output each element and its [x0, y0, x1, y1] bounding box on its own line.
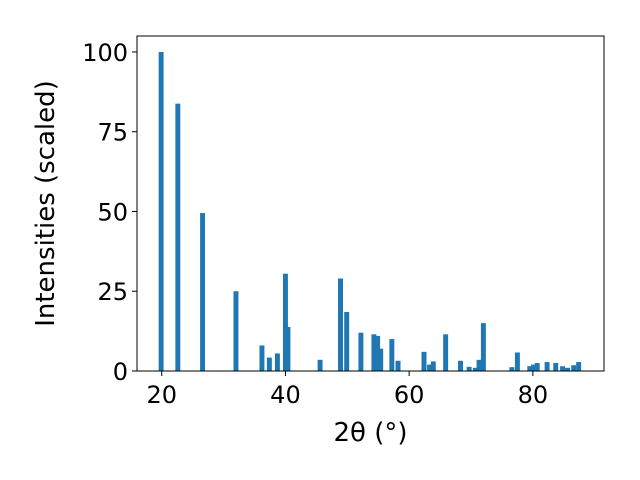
y-tick-label: 75 — [97, 119, 128, 147]
bar — [458, 360, 463, 371]
bar — [430, 361, 436, 371]
x-tick-label: 80 — [518, 381, 549, 409]
bar — [274, 353, 280, 371]
bar — [531, 364, 536, 371]
bar — [358, 332, 364, 371]
bar — [560, 366, 566, 371]
bar — [544, 362, 550, 371]
x-axis-label: 2θ (°) — [333, 418, 407, 448]
bar — [480, 323, 486, 371]
bar — [476, 359, 482, 371]
bar — [443, 334, 449, 371]
bar — [175, 103, 181, 371]
bar — [266, 357, 272, 371]
ticks-group: 20 40 60 80 0 25 50 75 100 — [82, 39, 548, 409]
y-tick-label: 0 — [113, 358, 128, 386]
bar — [371, 334, 377, 371]
bar — [285, 326, 291, 371]
bar — [259, 345, 265, 371]
y-tick-label: 50 — [97, 198, 128, 226]
bars-group — [158, 51, 582, 371]
bar — [317, 359, 323, 371]
y-axis-label: Intensities (scaled) — [31, 80, 61, 327]
bar — [534, 363, 540, 371]
bar — [375, 335, 381, 371]
bar — [527, 366, 533, 371]
x-tick-label: 60 — [394, 381, 425, 409]
plot-frame — [136, 35, 605, 372]
bar — [378, 348, 384, 371]
bar — [344, 311, 350, 371]
bar — [158, 51, 164, 371]
bar — [553, 363, 559, 371]
x-tick-label: 40 — [270, 381, 301, 409]
bar — [389, 339, 395, 371]
bar — [466, 366, 472, 371]
bar — [233, 291, 239, 371]
y-tick-label: 100 — [82, 39, 128, 67]
bar — [395, 360, 401, 371]
y-tick-label: 25 — [97, 278, 128, 306]
bar — [427, 364, 433, 371]
bar — [421, 351, 427, 371]
bar — [576, 362, 582, 371]
x-tick-label: 20 — [146, 381, 177, 409]
bar — [200, 213, 206, 371]
bar — [509, 367, 515, 371]
bar — [571, 365, 577, 371]
bar — [514, 352, 520, 371]
bar — [338, 278, 343, 371]
bar — [565, 367, 570, 371]
bar — [472, 367, 478, 371]
bar — [282, 273, 288, 371]
